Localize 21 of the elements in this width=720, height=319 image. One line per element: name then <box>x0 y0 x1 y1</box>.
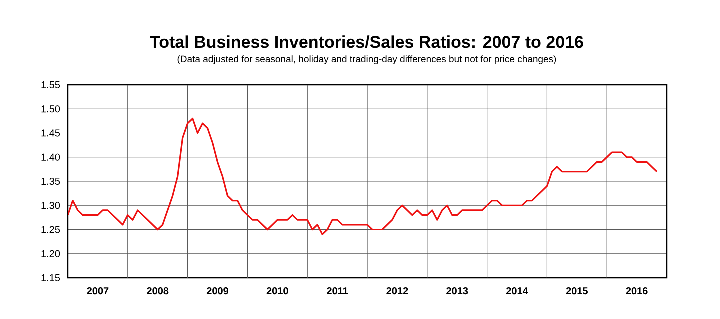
y-tick-label: 1.25 <box>42 226 60 234</box>
chart-title: Total Business Inventories/Sales Ratios: 2007 to 2016 <box>150 36 584 48</box>
y-tick-label: 1.40 <box>42 154 60 161</box>
x-tick-label: 2015 <box>566 288 588 295</box>
y-tick-label: 1.30 <box>42 202 60 210</box>
x-tick-label: 2016 <box>626 288 648 295</box>
x-tick-label: 2013 <box>446 288 468 295</box>
y-tick-label: 1.45 <box>42 130 60 137</box>
y-tick-label: 1.50 <box>42 106 60 113</box>
y-tick-label: 1.15 <box>42 274 60 282</box>
x-tick-label: 2012 <box>386 288 408 295</box>
x-tick-label: 2010 <box>266 288 288 295</box>
x-tick-label: 2014 <box>506 288 528 295</box>
y-tick-label: 1.55 <box>42 82 60 88</box>
x-tick-label: 2008 <box>147 288 169 295</box>
y-tick-label: 1.35 <box>42 178 60 186</box>
x-tick-label: 2007 <box>87 288 109 295</box>
y-tick-label: 1.20 <box>42 250 60 258</box>
chart-subtitle: (Data adjusted for seasonal, holiday and trading-day differences but not for price changes) <box>178 56 556 64</box>
x-tick-label: 2011 <box>327 288 348 295</box>
x-tick-label: 2009 <box>206 288 228 295</box>
